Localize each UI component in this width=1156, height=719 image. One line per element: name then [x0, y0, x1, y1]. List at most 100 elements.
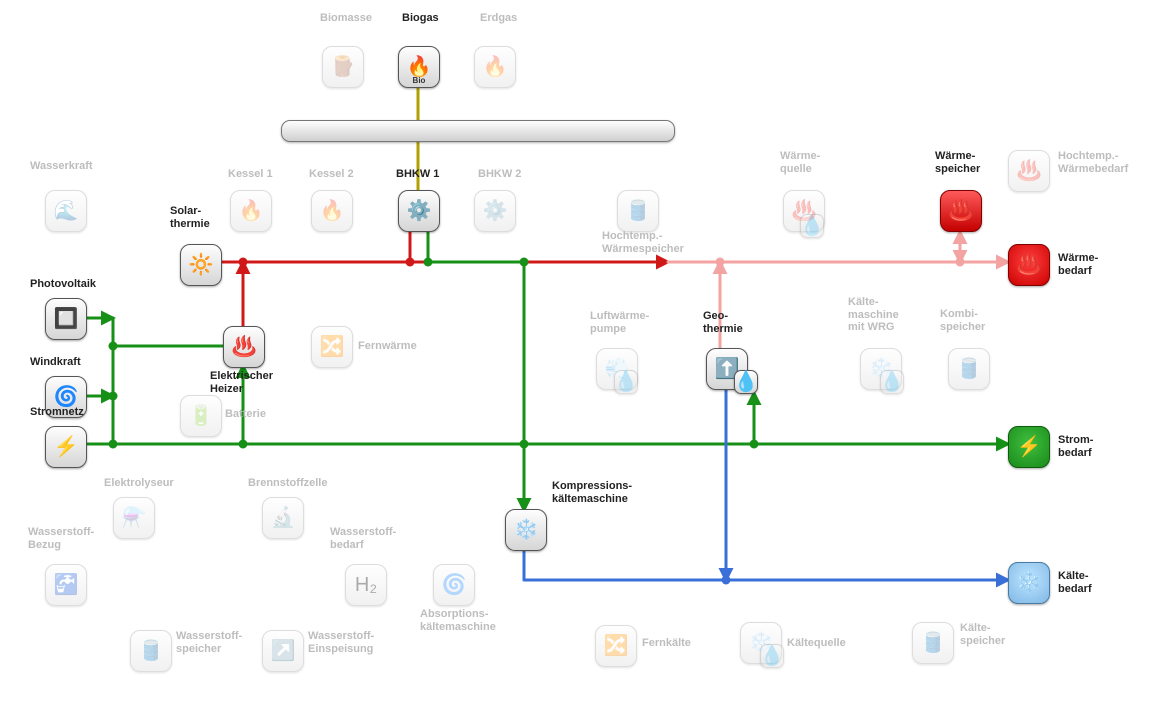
label-bhkw2: BHKW 2 — [478, 168, 521, 181]
node-ht_bedarf[interactable]: ♨️ — [1008, 150, 1050, 192]
label-h2_bezug: Wasserstoff- Bezug — [28, 526, 94, 551]
label-h2_bedarf: Wasserstoff- bedarf — [330, 526, 396, 551]
label-kaeltequelle: Kältequelle — [787, 637, 846, 650]
node-elektrolyseur-icon: ⚗️ — [122, 508, 147, 528]
node-waermequelle_b[interactable]: 💧 — [800, 214, 824, 238]
node-kaltemasch_wrg_b[interactable]: 💧 — [880, 370, 904, 394]
node-erdgas[interactable]: 🔥 — [474, 46, 516, 88]
node-wasserkraft-icon: 🌊 — [54, 201, 79, 221]
node-h2_einspeisung[interactable]: ↗️ — [262, 630, 304, 672]
node-elheizer-icon: ♨️ — [232, 337, 257, 357]
node-h2_speicher[interactable]: 🛢️ — [130, 630, 172, 672]
label-waermespeicher: Wärme- speicher — [935, 150, 980, 175]
node-biomasse[interactable]: 🪵 — [322, 46, 364, 88]
node-waermebedarf[interactable]: ♨️ — [1008, 244, 1050, 286]
node-kompression[interactable]: ❄️ — [505, 509, 547, 551]
label-biomasse: Biomasse — [320, 12, 372, 25]
node-kaeltebedarf-icon: ❄️ — [1017, 573, 1042, 593]
node-batterie-icon: 🔋 — [189, 406, 214, 426]
label-batterie: Batterie — [225, 408, 266, 421]
node-wasserkraft[interactable]: 🌊 — [45, 190, 87, 232]
label-h2_einspeisung: Wasserstoff- Einspeisung — [308, 630, 374, 655]
node-waermespeicher[interactable]: ♨️ — [940, 190, 982, 232]
node-h2_bezug-icon: 🚰 — [54, 575, 79, 595]
node-biogas-icon: 🔥 — [407, 57, 432, 77]
label-ht_bedarf: Hochtemp.- Wärmebedarf — [1058, 150, 1128, 175]
node-h2_bedarf-icon: H₂ — [355, 575, 377, 595]
label-luftwp: Luftwärme- pumpe — [590, 310, 649, 335]
label-photovoltaik: Photovoltaik — [30, 278, 96, 291]
label-elektrolyseur: Elektrolyseur — [104, 477, 174, 490]
node-biomasse-icon: 🪵 — [331, 57, 356, 77]
node-ht_speicher-icon: 🛢️ — [626, 201, 651, 221]
label-strombedarf: Strom- bedarf — [1058, 434, 1093, 459]
node-strombedarf-icon: ⚡ — [1017, 437, 1042, 457]
node-kaeltespeicher-icon: 🛢️ — [921, 633, 946, 653]
label-h2_speicher: Wasserstoff- speicher — [176, 630, 242, 655]
node-kaeltequelle_b[interactable]: 💧 — [760, 644, 784, 668]
node-kessel1-icon: 🔥 — [239, 201, 264, 221]
node-ht_speicher[interactable]: 🛢️ — [617, 190, 659, 232]
label-kaeltebedarf: Kälte- bedarf — [1058, 570, 1092, 595]
label-ht_speicher: Hochtemp.- Wärmespeicher — [602, 230, 684, 255]
node-biogas[interactable]: 🔥Bio — [398, 46, 440, 88]
node-kombispeicher[interactable]: 🛢️ — [948, 348, 990, 390]
node-erdgas-icon: 🔥 — [483, 57, 508, 77]
node-fernkaelte[interactable]: 🔀 — [595, 625, 637, 667]
node-fernwaerme-icon: 🔀 — [320, 337, 345, 357]
node-geothermie_b-icon: 💧 — [734, 372, 759, 392]
node-photovoltaik-icon: 🔲 — [54, 309, 79, 329]
node-elektrolyseur[interactable]: ⚗️ — [113, 497, 155, 539]
node-luftwp_b[interactable]: 💧 — [614, 370, 638, 394]
node-bhkw2-icon: ⚙️ — [483, 201, 508, 221]
label-erdgas: Erdgas — [480, 12, 517, 25]
label-stromnetz: Stromnetz — [30, 406, 84, 419]
node-luftwp_b-icon: 💧 — [614, 372, 639, 392]
node-windkraft-icon: 🌀 — [54, 387, 79, 407]
node-bhkw2[interactable]: ⚙️ — [474, 190, 516, 232]
node-kessel1[interactable]: 🔥 — [230, 190, 272, 232]
label-wasserkraft: Wasserkraft — [30, 160, 93, 173]
label-waermebedarf: Wärme- bedarf — [1058, 252, 1098, 277]
node-absorption[interactable]: 🌀 — [433, 564, 475, 606]
label-kessel1: Kessel 1 — [228, 168, 273, 181]
node-geothermie_b[interactable]: 💧 — [734, 370, 758, 394]
label-windkraft: Windkraft — [30, 356, 81, 369]
node-bhkw1[interactable]: ⚙️ — [398, 190, 440, 232]
label-kompression: Kompressions- kältemaschine — [552, 480, 632, 505]
node-h2_einspeisung-icon: ↗️ — [271, 641, 296, 661]
node-waermespeicher-icon: ♨️ — [949, 201, 974, 221]
node-elheizer[interactable]: ♨️ — [223, 326, 265, 368]
label-biogas: Biogas — [402, 12, 439, 25]
node-h2_bedarf[interactable]: H₂ — [345, 564, 387, 606]
node-kaeltebedarf[interactable]: ❄️ — [1008, 562, 1050, 604]
node-h2_speicher-icon: 🛢️ — [139, 641, 164, 661]
node-strombedarf[interactable]: ⚡ — [1008, 426, 1050, 468]
node-batterie[interactable]: 🔋 — [180, 395, 222, 437]
node-brennstoffzelle[interactable]: 🔬 — [262, 497, 304, 539]
node-waermequelle_b-icon: 💧 — [800, 216, 825, 236]
node-h2_bezug[interactable]: 🚰 — [45, 564, 87, 606]
node-kessel2-icon: 🔥 — [320, 201, 345, 221]
node-kaltemasch_wrg_b-icon: 💧 — [880, 372, 905, 392]
label-kombispeicher: Kombi- speicher — [940, 308, 985, 333]
label-solarthermie: Solar- thermie — [170, 205, 210, 230]
node-bhkw1-icon: ⚙️ — [407, 201, 432, 221]
node-kaeltespeicher[interactable]: 🛢️ — [912, 622, 954, 664]
label-brennstoffzelle: Brennstoffzelle — [248, 477, 327, 490]
node-kompression-icon: ❄️ — [514, 520, 539, 540]
node-biogas-sublabel: Bio — [399, 76, 439, 85]
label-kessel2: Kessel 2 — [309, 168, 354, 181]
node-photovoltaik[interactable]: 🔲 — [45, 298, 87, 340]
node-fernkaelte-icon: 🔀 — [604, 636, 629, 656]
label-bhkw1: BHKW 1 — [396, 168, 439, 181]
node-stromnetz[interactable]: ⚡ — [45, 426, 87, 468]
label-elheizer: Elektrischer Heizer — [210, 370, 273, 395]
node-kombispeicher-icon: 🛢️ — [957, 359, 982, 379]
node-kessel2[interactable]: 🔥 — [311, 190, 353, 232]
node-fernwaerme[interactable]: 🔀 — [311, 326, 353, 368]
node-solarthermie[interactable]: 🔆 — [180, 244, 222, 286]
label-fernkaelte: Fernkälte — [642, 637, 691, 650]
label-kaltemasch_wrg: Kälte- maschine mit WRG — [848, 296, 899, 334]
node-waermebedarf-icon: ♨️ — [1017, 255, 1042, 275]
